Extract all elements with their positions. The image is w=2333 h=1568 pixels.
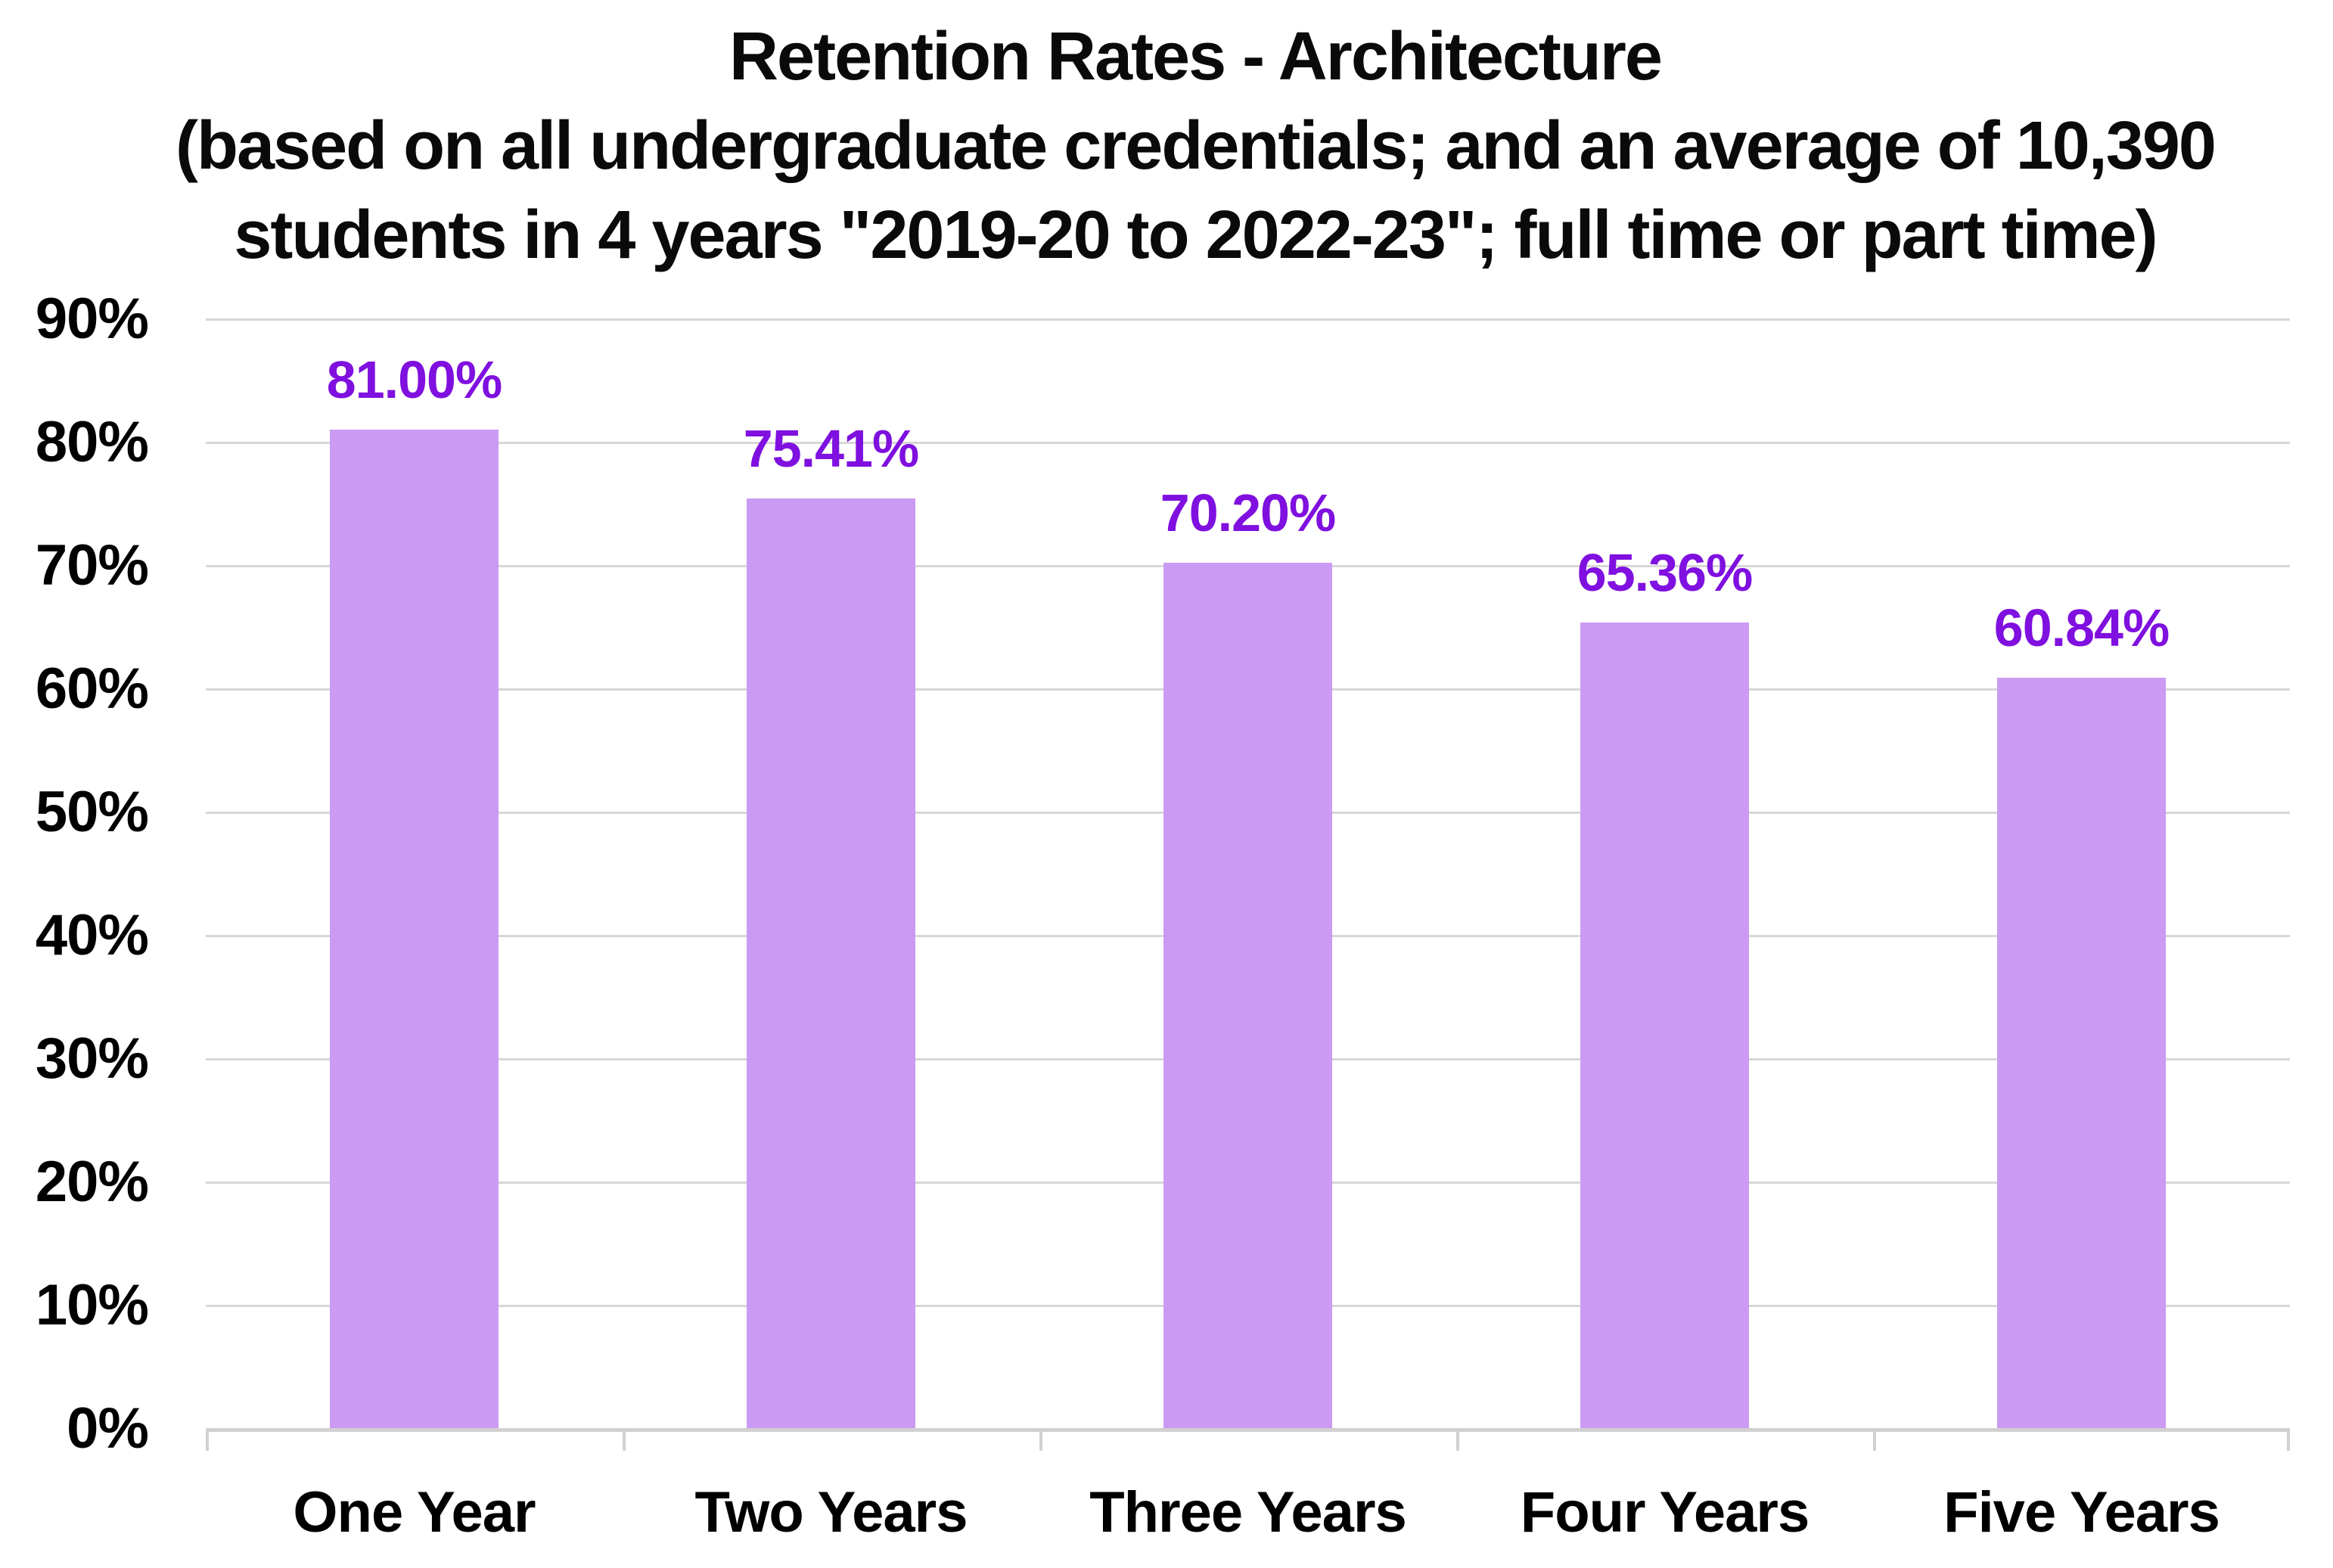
x-axis-tick	[1039, 1430, 1042, 1451]
x-category-label-five-years: Five Years	[1943, 1480, 2220, 1545]
y-tick-label-20: 20%	[35, 1150, 149, 1214]
y-tick-label-70: 70%	[35, 533, 149, 598]
y-tick-label-30: 30%	[35, 1026, 149, 1091]
y-tick-label-10: 10%	[35, 1273, 149, 1337]
gridline-80	[206, 442, 2290, 444]
value-label-five-years: 60.84%	[1993, 598, 2170, 658]
value-label-one-year: 81.00%	[326, 349, 502, 409]
gridline-90	[206, 318, 2290, 321]
bar-four-years	[1580, 622, 1749, 1428]
x-category-label-three-years: Three Years	[1089, 1480, 1407, 1545]
bar-two-years	[747, 498, 915, 1428]
x-category-label-one-year: One Year	[293, 1480, 536, 1545]
bar-three-years	[1163, 562, 1332, 1428]
x-axis-tick	[2287, 1430, 2290, 1451]
x-category-label-two-years: Two Years	[694, 1480, 968, 1545]
x-axis-tick	[1873, 1430, 1876, 1451]
y-tick-label-50: 50%	[35, 780, 149, 844]
y-tick-label-40: 40%	[35, 903, 149, 967]
x-axis-tick	[623, 1430, 626, 1451]
value-label-three-years: 70.20%	[1160, 483, 1336, 542]
chart-title: Retention Rates - Architecture (based on…	[0, 12, 2333, 280]
y-tick-label-80: 80%	[35, 410, 149, 474]
x-axis-labels: One Year Two Years Three Years Four Years Fi…	[206, 1475, 2290, 1558]
x-axis-line	[206, 1428, 2290, 1432]
value-label-four-years: 65.36%	[1577, 542, 1753, 602]
x-axis-tick	[206, 1430, 209, 1451]
chart-title-line3: students in 4 years "2019-20 to 2022-23"…	[234, 197, 2157, 273]
value-label-two-years: 75.41%	[743, 418, 919, 478]
x-axis-tick	[1456, 1430, 1459, 1451]
chart-title-line1: Retention Rates - Architecture	[729, 19, 1663, 95]
y-tick-label-90: 90%	[35, 287, 149, 351]
y-tick-label-60: 60%	[35, 657, 149, 721]
chart-title-line2: (based on all undergraduate credentials;…	[176, 108, 2217, 184]
y-tick-label-0: 0%	[67, 1396, 149, 1461]
x-category-label-four-years: Four Years	[1520, 1480, 1810, 1545]
plot-area: 81.00% 75.41% 70.20% 65.36% 60.84%	[206, 318, 2290, 1451]
bar-five-years	[1997, 678, 2166, 1428]
bar-one-year	[330, 429, 499, 1428]
